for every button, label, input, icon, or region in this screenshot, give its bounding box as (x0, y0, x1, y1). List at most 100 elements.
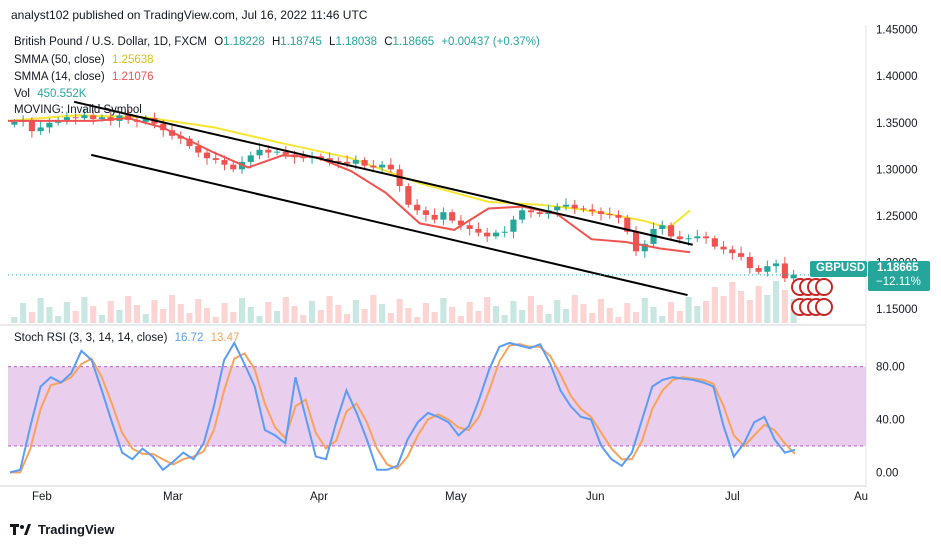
candle-body-75 (667, 225, 675, 237)
volume-bar-49 (440, 298, 447, 323)
stoch-d-line (10, 343, 796, 474)
candle-body-68 (606, 214, 613, 216)
candle-body-63 (562, 204, 570, 207)
candle-body-30 (273, 151, 281, 153)
volume-bar-24 (221, 303, 228, 323)
moving-legend: MOVING: Invalid Symbol (14, 104, 142, 116)
candle-body-8 (81, 115, 88, 119)
volume-bar-5 (55, 316, 62, 323)
volume-bar-29 (265, 302, 272, 323)
stoch-d-value: 13.47 (210, 332, 240, 344)
volume-bar-64 (571, 295, 578, 323)
candle-body-80 (711, 238, 718, 247)
volume-bar-78 (694, 306, 701, 323)
volume-bar-23 (212, 317, 219, 323)
candle-body-50 (449, 212, 456, 221)
candle-body-45 (405, 186, 412, 205)
volume-bar-14 (133, 305, 141, 323)
close-label: C (384, 36, 393, 48)
volume-bar-45 (405, 308, 412, 323)
volume-bar-74 (659, 316, 666, 323)
volume-bar-61 (545, 314, 552, 323)
candle-body-21 (195, 146, 202, 153)
candle-body-36 (326, 158, 333, 161)
open-value: 1.18228 (223, 36, 265, 48)
candle-body-70 (624, 217, 631, 232)
volume-bar-35 (317, 310, 324, 323)
volume-bar-73 (650, 307, 657, 323)
sma50-legend: SMMA (50, close) 1.25638 (14, 54, 154, 66)
volume-bar-51 (457, 316, 464, 323)
time-tick-label-1: Mar (163, 491, 183, 503)
candle-body-81 (720, 246, 727, 250)
candle-body-9 (90, 115, 97, 120)
symbol-tag: GBPUSD (810, 261, 867, 277)
candle-body-29 (265, 149, 272, 153)
time-tick-label-3: May (445, 491, 467, 503)
candle-body-71 (632, 231, 640, 252)
volume-bar-31 (282, 297, 289, 323)
volume-bar-88 (781, 290, 788, 323)
volume-bar-85 (755, 286, 762, 323)
volume-bar-69 (615, 317, 622, 323)
low-label: L (329, 36, 336, 48)
candle-body-58 (519, 210, 526, 220)
volume-bar-40 (361, 309, 368, 323)
sma50-value: 1.25638 (111, 54, 154, 66)
high-value: 1.18745 (280, 36, 322, 48)
ohlc-legend: British Pound / U.S. Dollar, 1D, FXCM O1… (14, 36, 540, 48)
candle-body-56 (501, 231, 508, 233)
tradingview-brand: TradingView (38, 522, 115, 537)
candle-body-49 (440, 212, 447, 220)
volume-bar-43 (387, 313, 394, 323)
volume-bar-27 (247, 307, 254, 323)
candle-body-24 (221, 160, 228, 165)
volume-bar-9 (90, 306, 97, 323)
candle-body-78 (694, 236, 701, 239)
candle-body-33 (300, 157, 307, 159)
candle-body-82 (729, 249, 736, 254)
volume-bar-17 (160, 309, 167, 323)
candle-body-85 (755, 268, 762, 272)
candle-body-69 (615, 214, 622, 218)
price-tick-label-1: 1.40000 (876, 71, 918, 83)
volume-bar-57 (510, 301, 517, 323)
candle-body-47 (422, 210, 429, 215)
candle-body-57 (510, 219, 517, 232)
volume-bar-66 (589, 313, 596, 323)
price-tick-label-3: 1.30000 (876, 164, 918, 176)
volume-bar-13 (125, 296, 132, 323)
candle-body-38 (344, 161, 351, 164)
candle-body-37 (335, 160, 342, 162)
high-label: H (271, 36, 281, 48)
volume-bar-63 (562, 309, 570, 323)
candle-body-77 (685, 238, 692, 240)
volume-bar-44 (396, 299, 403, 323)
volume-bar-16 (151, 300, 158, 323)
volume-bar-48 (431, 312, 438, 323)
volume-bar-41 (370, 295, 377, 323)
volume-bar-21 (195, 299, 202, 323)
volume-bar-26 (238, 298, 246, 323)
uk-event-flag-icon-3 (815, 278, 833, 296)
candle-body-27 (247, 155, 254, 162)
volume-bar-87 (773, 281, 780, 323)
candle-body-62 (554, 206, 561, 211)
price-tag-value: 1.18665 (877, 262, 919, 274)
volume-bar-34 (309, 301, 316, 323)
volume-bar-7 (72, 311, 79, 323)
volume-bar-22 (203, 308, 211, 323)
volume-bar-50 (449, 307, 456, 323)
volume-bar-11 (107, 301, 114, 323)
candle-body-7 (72, 117, 79, 119)
time-tick-label-2: Apr (310, 491, 328, 503)
tradingview-logo-icon (10, 524, 31, 535)
volume-bar-59 (527, 296, 535, 323)
candle-body-67 (597, 211, 605, 215)
volume-bar-2 (28, 312, 35, 323)
candle-body-64 (571, 204, 578, 209)
volume-bar-3 (37, 298, 44, 323)
volume-bar-71 (632, 312, 640, 323)
candle-body-23 (212, 158, 219, 161)
